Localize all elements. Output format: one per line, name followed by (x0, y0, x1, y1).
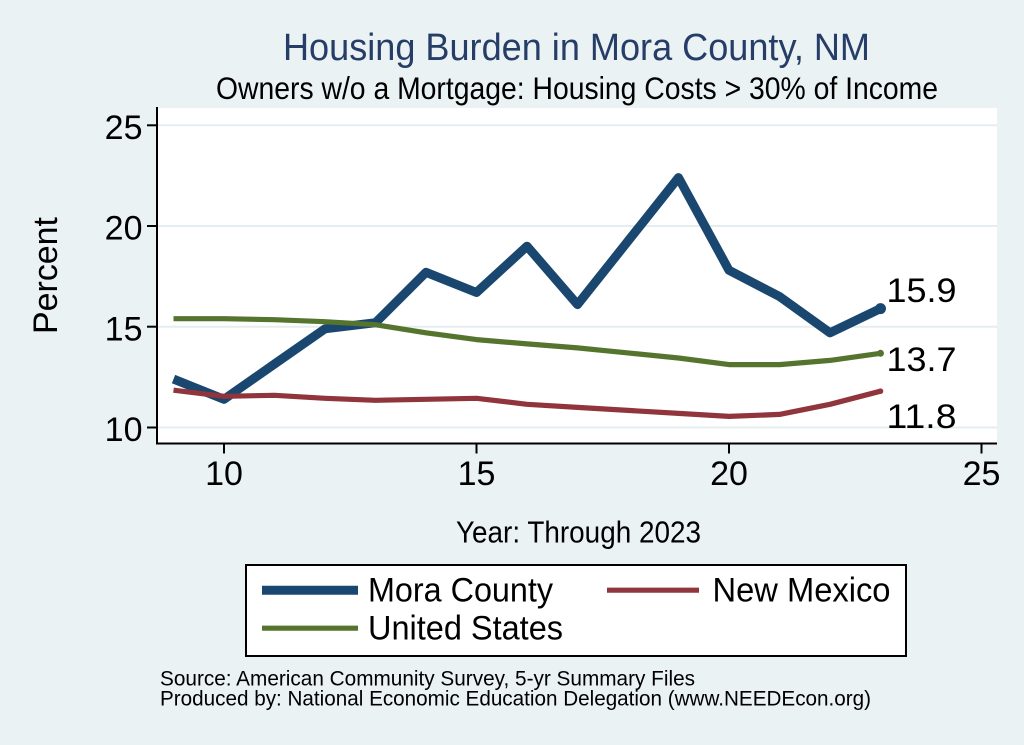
svg-text:15: 15 (458, 455, 496, 493)
svg-text:20: 20 (105, 210, 143, 248)
svg-text:13.7: 13.7 (887, 341, 957, 379)
svg-text:Owners w/o a Mortgage: Housing: Owners w/o a Mortgage: Housing Costs > 3… (216, 70, 938, 106)
svg-text:Percent: Percent (27, 216, 65, 334)
svg-text:New Mexico: New Mexico (713, 572, 891, 610)
svg-text:11.8: 11.8 (887, 398, 957, 436)
svg-text:15.9: 15.9 (887, 272, 957, 310)
svg-text:Mora County: Mora County (368, 572, 553, 610)
svg-text:10: 10 (205, 455, 243, 493)
svg-text:10: 10 (105, 411, 143, 449)
svg-text:25: 25 (963, 455, 1001, 493)
svg-text:Year: Through 2023: Year: Through 2023 (456, 515, 701, 550)
svg-text:Housing Burden in Mora County,: Housing Burden in Mora County, NM (283, 27, 870, 69)
svg-text:Source: American Community Sur: Source: American Community Survey, 5-yr … (160, 668, 695, 691)
svg-text:25: 25 (105, 109, 143, 147)
svg-text:Produced by: National Economic: Produced by: National Economic Education… (160, 688, 871, 711)
svg-text:20: 20 (710, 455, 748, 493)
svg-text:United States: United States (368, 610, 563, 648)
svg-text:15: 15 (105, 310, 143, 348)
